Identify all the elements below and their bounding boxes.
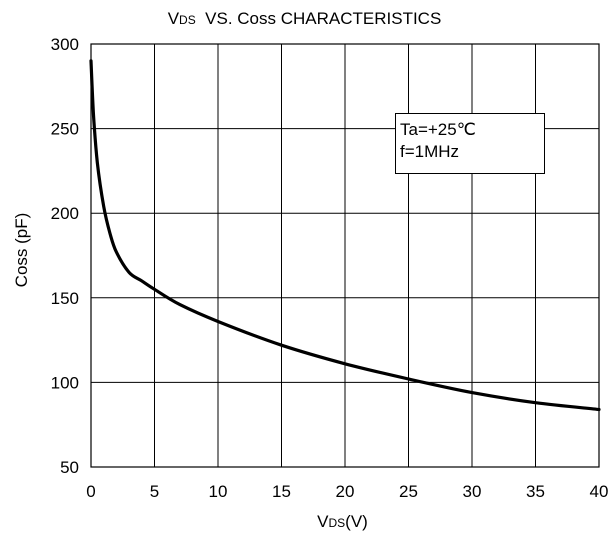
legend-box: Ta=+25℃ f=1MHz [395,113,545,174]
xlabel-subscript: DS [328,516,346,530]
legend-line-temperature: Ta=+25℃ [400,120,476,139]
title-rest: VS. Coss CHARACTERISTICS [195,9,442,28]
y-tick-labels: 50 100 150 200 250 300 [51,35,79,477]
chart-title: VDS VS. Coss CHARACTERISTICS [0,9,609,29]
y-tick-label-300: 300 [51,35,79,54]
y-tick-label-200: 200 [51,204,79,223]
plot-frame [90,43,600,468]
x-tick-labels: 0 5 10 15 20 25 30 35 40 [86,482,608,501]
x-tick-label-20: 20 [336,482,355,501]
y-tick-label-250: 250 [51,120,79,139]
xlabel-main: V [317,512,329,531]
x-tick-label-30: 30 [463,482,482,501]
y-tick-label-150: 150 [51,289,79,308]
series [89,59,601,412]
title-main: V [167,9,180,28]
y-tick-label-100: 100 [51,373,79,392]
y-axis-label: Coss (pF) [12,212,31,288]
x-tick-label-15: 15 [272,482,291,501]
series-line-coss [89,59,601,412]
x-tick-label-35: 35 [526,482,545,501]
xlabel-rest: (V) [345,512,368,531]
x-tick-label-5: 5 [150,482,159,501]
legend-line-frequency: f=1MHz [400,142,460,161]
x-tick-label-10: 10 [209,482,228,501]
x-tick-label-40: 40 [590,482,609,501]
y-tick-label-50: 50 [60,458,79,477]
title-subscript: DS [179,13,196,27]
x-tick-label-25: 25 [399,482,418,501]
x-axis-label: VDS(V) [38,512,609,532]
x-tick-label-0: 0 [86,482,95,501]
grid [90,43,600,468]
